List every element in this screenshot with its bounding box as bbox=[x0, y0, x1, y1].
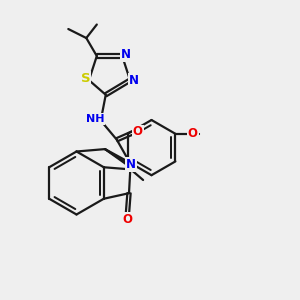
Text: O: O bbox=[133, 125, 143, 139]
Text: O: O bbox=[188, 127, 198, 140]
Text: O: O bbox=[122, 213, 133, 226]
Text: N: N bbox=[129, 74, 139, 87]
Text: S: S bbox=[80, 73, 90, 85]
Text: N: N bbox=[126, 158, 136, 171]
Text: NH: NH bbox=[86, 114, 104, 124]
Text: N: N bbox=[121, 48, 131, 61]
